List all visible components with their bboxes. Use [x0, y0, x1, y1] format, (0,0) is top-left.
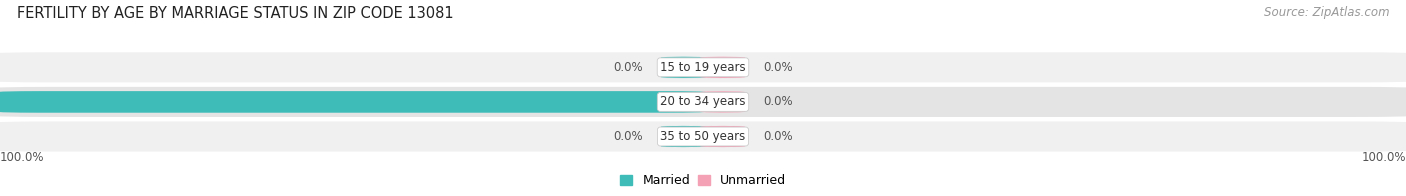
FancyBboxPatch shape: [0, 52, 1406, 82]
Text: 0.0%: 0.0%: [763, 130, 793, 143]
Text: 20 to 34 years: 20 to 34 years: [661, 95, 745, 108]
FancyBboxPatch shape: [0, 87, 1406, 117]
Text: 15 to 19 years: 15 to 19 years: [661, 61, 745, 74]
Text: 0.0%: 0.0%: [613, 130, 643, 143]
Text: 100.0%: 100.0%: [1361, 152, 1406, 164]
Legend: Married, Unmarried: Married, Unmarried: [620, 174, 786, 187]
FancyBboxPatch shape: [0, 122, 1406, 152]
Text: 100.0%: 100.0%: [0, 152, 45, 164]
FancyBboxPatch shape: [661, 56, 706, 78]
Text: FERTILITY BY AGE BY MARRIAGE STATUS IN ZIP CODE 13081: FERTILITY BY AGE BY MARRIAGE STATUS IN Z…: [17, 6, 454, 21]
FancyBboxPatch shape: [700, 56, 745, 78]
Text: 0.0%: 0.0%: [763, 95, 793, 108]
Text: Source: ZipAtlas.com: Source: ZipAtlas.com: [1264, 6, 1389, 19]
FancyBboxPatch shape: [661, 126, 706, 147]
FancyBboxPatch shape: [0, 91, 706, 113]
Text: 0.0%: 0.0%: [763, 61, 793, 74]
FancyBboxPatch shape: [700, 126, 745, 147]
Text: 35 to 50 years: 35 to 50 years: [661, 130, 745, 143]
FancyBboxPatch shape: [700, 91, 745, 113]
Text: 0.0%: 0.0%: [613, 61, 643, 74]
